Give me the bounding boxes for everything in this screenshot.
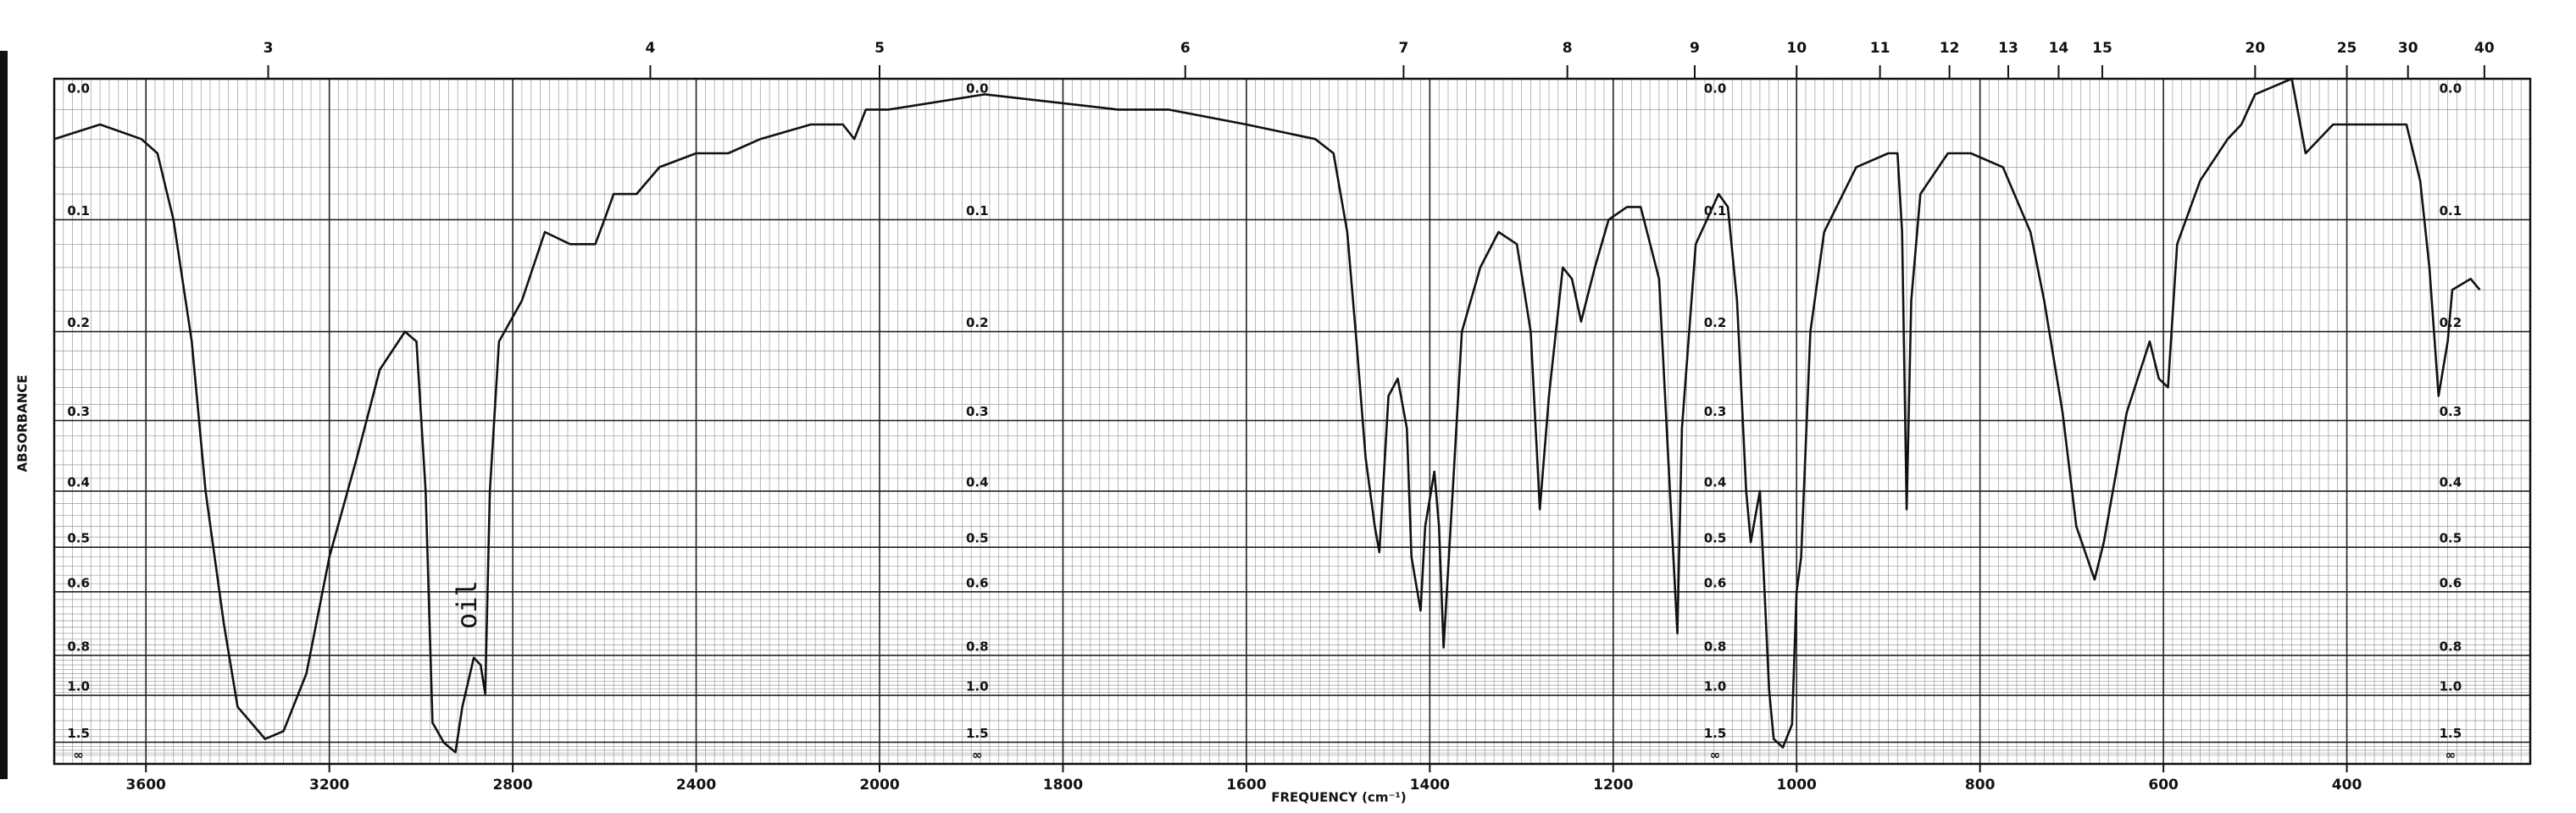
y-tick-label: 0.0 — [2440, 81, 2462, 97]
x-axis-title: FREQUENCY (cm⁻¹) — [1271, 790, 1407, 805]
y-tick-label: 0.8 — [1704, 639, 1727, 654]
y-tick-label: 0.6 — [966, 575, 989, 590]
y-tick-label: 0.3 — [966, 404, 989, 419]
y-tick-label: 0.1 — [966, 203, 989, 218]
y-tick-label: 0.6 — [1704, 575, 1727, 590]
y-tick-label: 0.3 — [67, 404, 90, 419]
y-tick-label: 0.1 — [2440, 203, 2462, 218]
x2-tick-label: 6 — [1180, 40, 1191, 57]
y-tick-label: 0.0 — [1704, 81, 1727, 97]
x2-tick-label: 11 — [1870, 40, 1890, 57]
x2-tick-label: 30 — [2398, 40, 2418, 57]
x-tick-label: 1200 — [1593, 777, 1633, 794]
y-tick-label: 1.5 — [2440, 726, 2462, 741]
y-tick-label: ∞ — [73, 748, 84, 763]
x2-tick-label: 8 — [1563, 40, 1573, 57]
y-tick-label: 1.5 — [67, 726, 90, 741]
y-tick-label: 1.0 — [1704, 679, 1727, 694]
y-tick-label: 0.2 — [966, 315, 989, 330]
y-tick-label: 0.3 — [2440, 404, 2462, 419]
annotation: oil — [451, 580, 483, 629]
y-tick-label: ∞ — [1710, 748, 1721, 763]
y-tick-label: 0.0 — [966, 81, 989, 97]
x2-tick-label: 13 — [1998, 40, 2018, 57]
x2-tick-label: 40 — [2474, 40, 2495, 57]
y-tick-label: 0.5 — [2440, 531, 2462, 546]
y-tick-label: 0.8 — [67, 639, 90, 654]
y-tick-label: 0.4 — [2440, 474, 2462, 489]
y-tick-label: 1.0 — [966, 679, 989, 694]
x2-tick-label: 5 — [874, 40, 885, 57]
labels: 3600 3200 2800 2400 2000 1800 1600 1400 1200 1000… — [67, 40, 2495, 794]
x-tick-label: 1000 — [1777, 777, 1817, 794]
y-tick-label: 0.6 — [2440, 575, 2462, 590]
x2-tick-label: 10 — [1786, 40, 1807, 57]
y-tick-label: ∞ — [2446, 748, 2457, 763]
y-tick-label: 0.4 — [67, 474, 90, 489]
y-tick-label: 0.8 — [2440, 639, 2462, 654]
y-tick-label: ∞ — [972, 748, 983, 763]
y-tick-label: 0.2 — [2440, 315, 2462, 330]
x2-tick-label: 9 — [1690, 40, 1700, 57]
y-tick-label: 1.5 — [1704, 726, 1727, 741]
plot-frame — [53, 77, 2532, 766]
plot — [53, 77, 2481, 754]
x2-tick-label: 12 — [1940, 40, 1960, 57]
x2-tick-label: 15 — [2092, 40, 2112, 57]
y-tick-label: 0.6 — [67, 575, 90, 590]
y-tick-label: 0.4 — [966, 474, 989, 489]
x-tick-label: 1800 — [1043, 777, 1083, 794]
y-tick-label: 0.3 — [1704, 404, 1727, 419]
x-tick-label: 400 — [2332, 777, 2362, 794]
spectrum-line — [53, 77, 2481, 754]
y-tick-label: 0.1 — [67, 203, 90, 218]
grid — [53, 65, 2532, 772]
x-tick-label: 1600 — [1226, 777, 1266, 794]
x-tick-label: 800 — [1965, 777, 1996, 794]
y-tick-label: 0.2 — [1704, 315, 1727, 330]
x-tick-label: 3200 — [309, 777, 349, 794]
x2-tick-label: 14 — [2049, 40, 2069, 57]
x-tick-label: 600 — [2148, 777, 2179, 794]
y-tick-label: 0.0 — [67, 81, 90, 97]
x2-tick-label: 7 — [1398, 40, 1408, 57]
x2-tick-label: 4 — [646, 40, 656, 57]
y-tick-label: 0.2 — [67, 315, 90, 330]
y-tick-label: 0.8 — [966, 639, 989, 654]
y-tick-label: 1.0 — [2440, 679, 2462, 694]
x2-tick-label: 25 — [2337, 40, 2357, 57]
x-tick-label: 1400 — [1410, 777, 1450, 794]
x-tick-label: 2000 — [859, 777, 899, 794]
x2-tick-label: 20 — [2245, 40, 2265, 57]
y-axis-title: ABSORBANCE — [15, 375, 31, 473]
y-tick-label: 0.5 — [1704, 531, 1727, 546]
y-tick-label: 0.4 — [1704, 474, 1727, 489]
x-tick-label: 3600 — [126, 777, 166, 794]
x-tick-label: 2400 — [676, 777, 716, 794]
y-tick-label: 0.5 — [67, 531, 90, 546]
y-tick-label: 1.0 — [67, 679, 90, 694]
y-tick-label: 0.1 — [1704, 203, 1727, 218]
x2-tick-label: 3 — [264, 40, 274, 57]
scan-edge — [0, 51, 8, 779]
x-tick-label: 2800 — [492, 777, 532, 794]
y-tick-label: 0.5 — [966, 531, 989, 546]
y-tick-label: 1.5 — [966, 726, 989, 741]
